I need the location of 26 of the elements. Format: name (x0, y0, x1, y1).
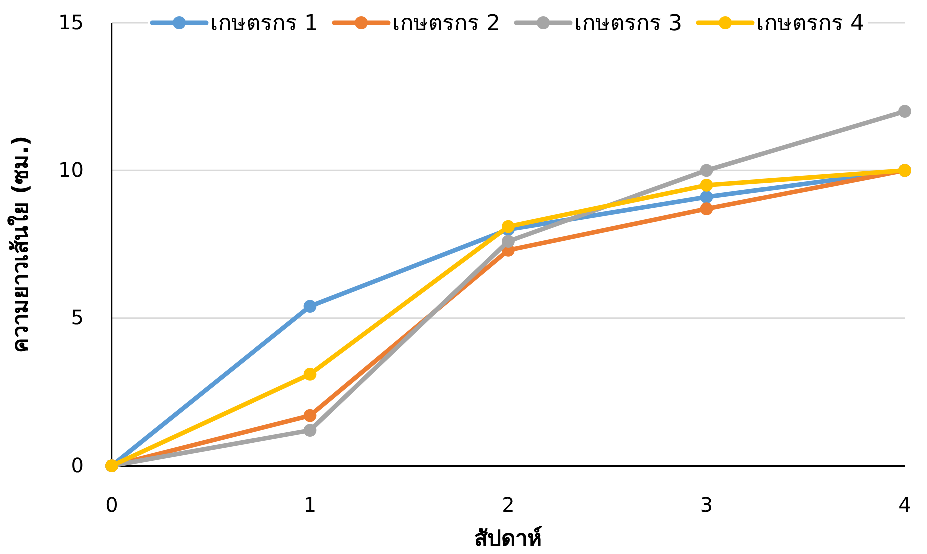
legend-label: เกษตรกร 3 (574, 12, 682, 37)
legend-label: เกษตรกร 2 (392, 12, 500, 37)
point (700, 164, 714, 178)
x-tick-label: 3 (700, 493, 714, 518)
point (304, 368, 317, 381)
point (700, 190, 714, 204)
legend-label: เกษตรกร 4 (756, 12, 864, 37)
y-tick-label: 15 (58, 10, 84, 34)
x-axis-title: สัปดาห์ (474, 526, 542, 552)
x-tick-label: 0 (106, 493, 118, 518)
legend-label: เกษตรกร 1 (210, 12, 318, 37)
x-tick-label: 4 (898, 493, 912, 518)
x-tick-label: 1 (304, 493, 317, 518)
y-axis-title: ความยาวเส้นใย (ซม.) (7, 136, 34, 354)
y-tick-label: 0 (71, 453, 84, 478)
point (502, 235, 515, 248)
point (700, 202, 714, 216)
point (304, 300, 317, 313)
point (502, 220, 515, 234)
point (898, 105, 912, 118)
x-tick-label: 2 (502, 493, 515, 518)
y-tick-label: 5 (71, 306, 84, 330)
point (700, 179, 714, 192)
y-tick-label: 10 (58, 158, 84, 182)
point (304, 424, 317, 437)
point (304, 409, 317, 422)
